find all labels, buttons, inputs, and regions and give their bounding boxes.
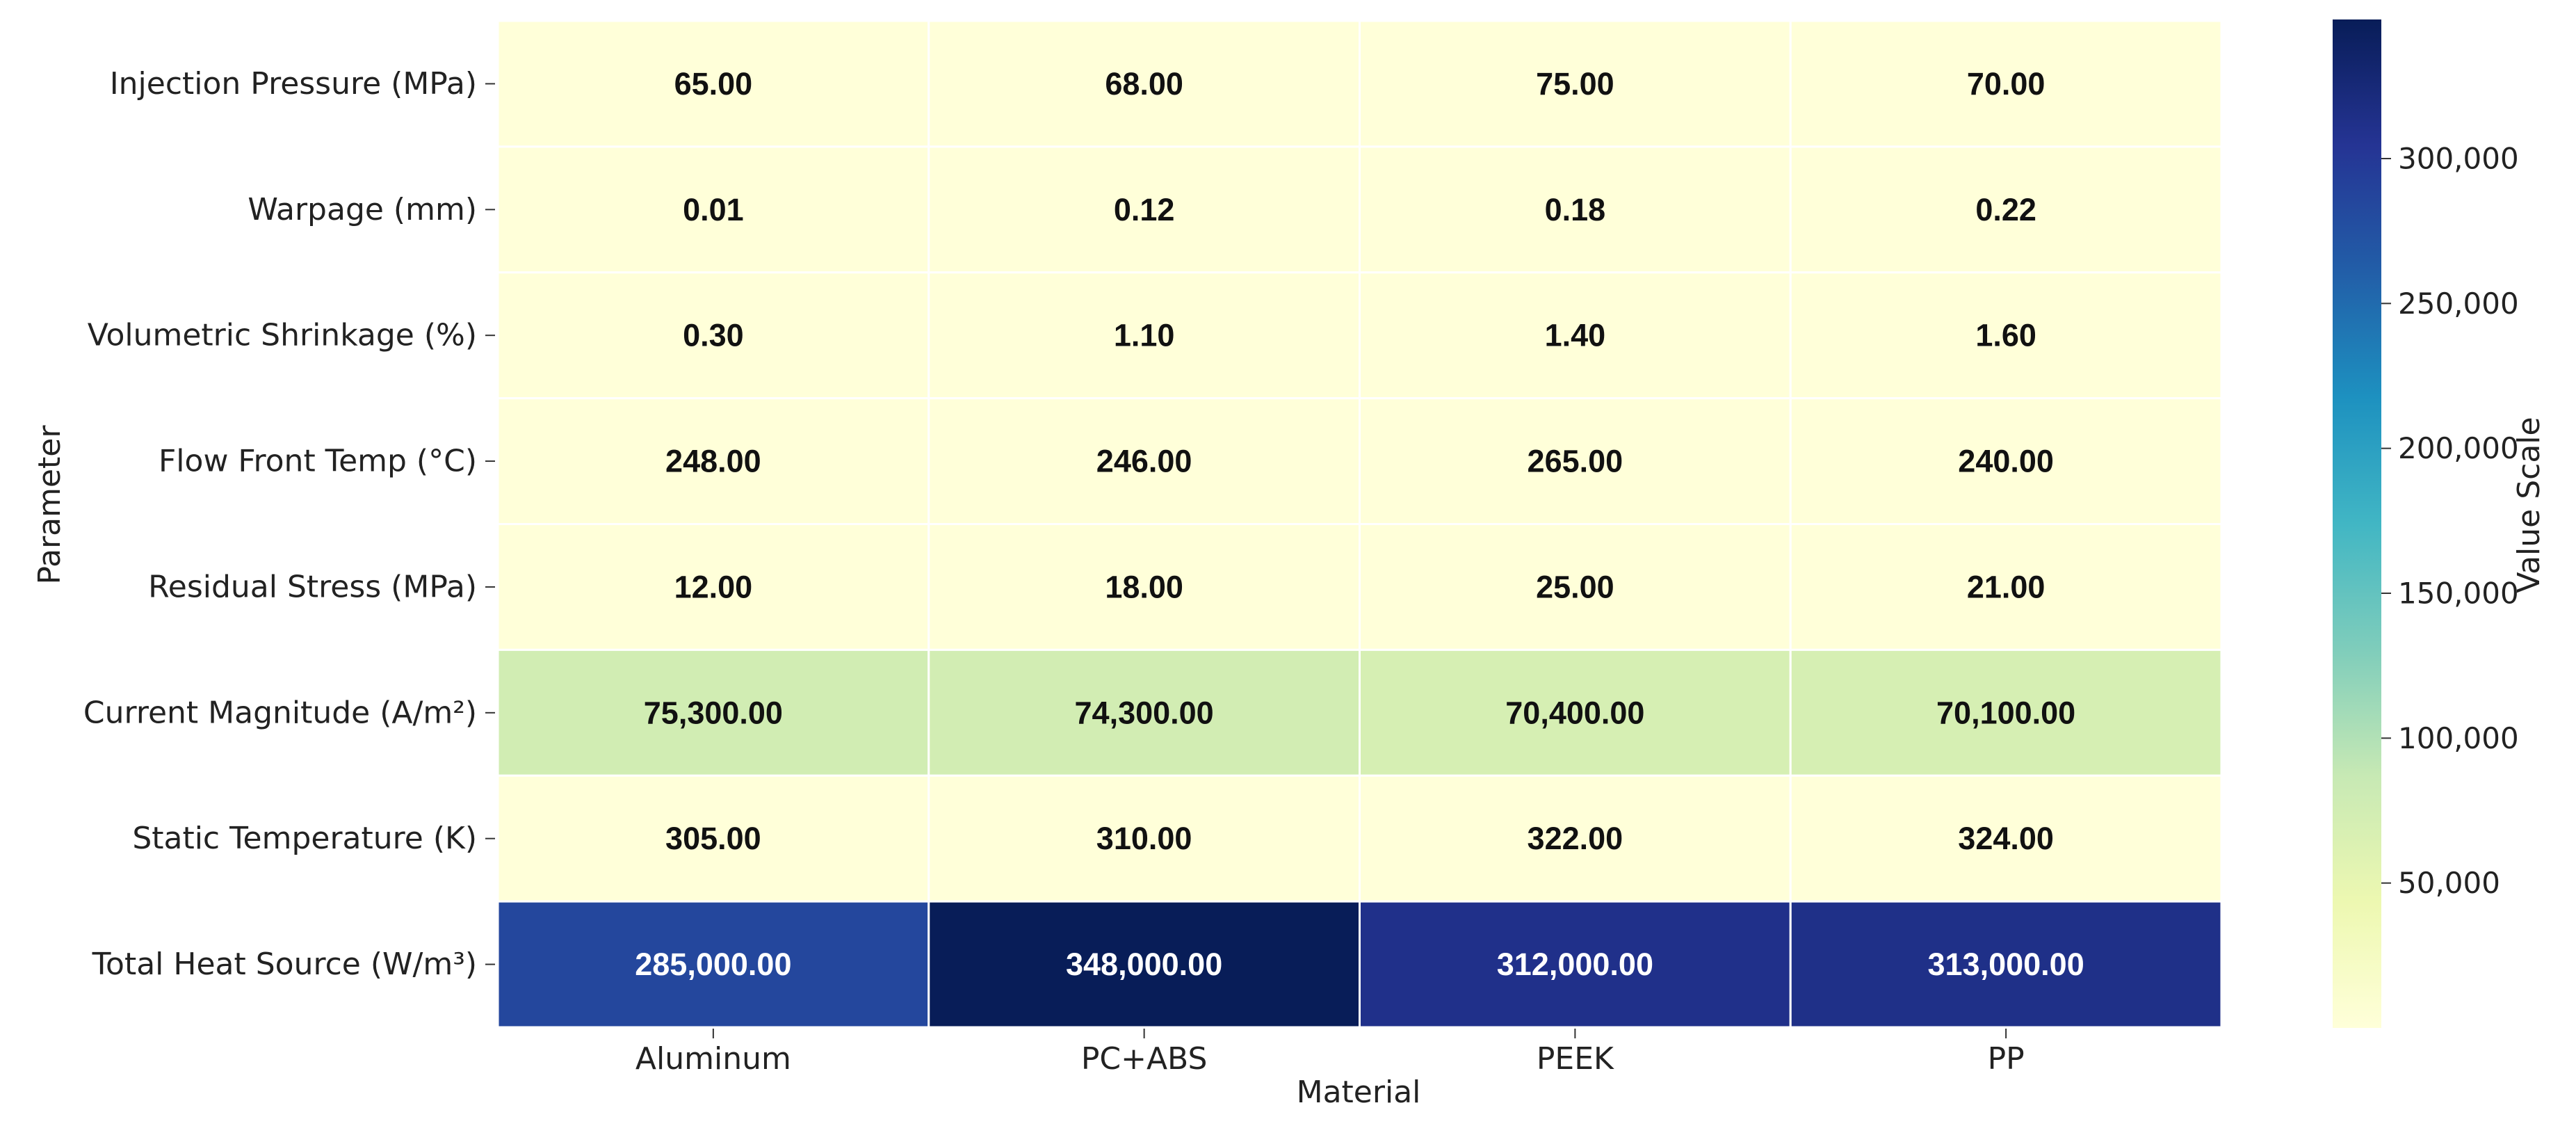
cell-annotation: 1.10 xyxy=(1114,318,1175,353)
y-tick-label: Warpage (mm) xyxy=(248,192,477,227)
heatmap-cell xyxy=(927,397,1361,525)
cell-annotation: 68.00 xyxy=(1105,66,1183,102)
cell-annotation: 1.60 xyxy=(1975,318,2036,353)
heatmap-cell xyxy=(1789,397,2223,525)
heatmap-cell xyxy=(1789,900,2223,1029)
colorbar-gradient xyxy=(2333,19,2381,1028)
cell-annotation: 1.40 xyxy=(1545,318,1606,353)
y-tick-label: Static Temperature (K) xyxy=(132,821,477,856)
cell-annotation: 0.30 xyxy=(683,318,744,353)
heatmap-cell xyxy=(927,648,1361,777)
cell-annotation: 70,400.00 xyxy=(1505,695,1644,730)
colorbar: 50,000 100,000 150,000 200,000 250,000 300,00… xyxy=(2333,19,2519,1028)
heatmap-cell xyxy=(496,900,930,1029)
heatmap-cells xyxy=(496,19,2223,1029)
colorbar-tick-label: 200,000 xyxy=(2398,431,2519,465)
cell-annotation: 310.00 xyxy=(1096,821,1192,856)
heatmap-cell xyxy=(1789,774,2223,903)
cell-annotation: 312,000.00 xyxy=(1497,947,1653,982)
heatmap-cell xyxy=(927,19,1361,148)
heatmap-annotations: 65.00 68.00 75.00 70.00 0.01 0.12 0.18 0.22 0.30… xyxy=(635,66,2084,982)
heatmap-cell xyxy=(1359,774,1792,903)
colorbar-label: Value Scale xyxy=(2511,417,2547,593)
x-axis-label: Material xyxy=(1297,1075,1421,1110)
heatmap-cell xyxy=(927,145,1361,274)
heatmap-cell xyxy=(927,271,1361,400)
cell-annotation: 12.00 xyxy=(674,569,753,604)
heatmap-cell xyxy=(1789,145,2223,274)
cell-annotation: 70.00 xyxy=(1967,66,2046,102)
heatmap-cell xyxy=(496,523,930,651)
heatmap-cell xyxy=(1359,648,1792,777)
y-axis-label: Parameter xyxy=(32,425,67,585)
cell-annotation: 324.00 xyxy=(1958,821,2054,856)
colorbar-tick-label: 300,000 xyxy=(2398,142,2519,176)
cell-annotation: 313,000.00 xyxy=(1928,947,2084,982)
heatmap-cell xyxy=(1359,523,1792,651)
cell-annotation: 75.00 xyxy=(1536,66,1614,102)
cell-annotation: 246.00 xyxy=(1096,444,1192,479)
cell-annotation: 0.01 xyxy=(683,192,744,227)
colorbar-tick-label: 150,000 xyxy=(2398,577,2519,611)
cell-annotation: 0.18 xyxy=(1545,192,1606,227)
y-tick-label: Total Heat Source (W/m³) xyxy=(92,947,477,982)
y-tick-label: Volumetric Shrinkage (%) xyxy=(88,318,477,353)
cell-annotation: 0.22 xyxy=(1975,192,2036,227)
cell-annotation: 0.12 xyxy=(1114,192,1175,227)
cell-annotation: 265.00 xyxy=(1528,444,1623,479)
colorbar-tick-label: 100,000 xyxy=(2398,721,2519,755)
x-tick-label: PEEK xyxy=(1537,1041,1614,1077)
heatmap-cell xyxy=(1789,648,2223,777)
cell-annotation: 348,000.00 xyxy=(1066,947,1222,982)
cell-annotation: 240.00 xyxy=(1958,444,2054,479)
heatmap-cell xyxy=(927,523,1361,651)
cell-annotation: 65.00 xyxy=(674,66,753,102)
heatmap-cell xyxy=(496,145,930,274)
heatmap-cell xyxy=(496,774,930,903)
cell-annotation: 305.00 xyxy=(665,821,761,856)
y-tick-label: Injection Pressure (MPa) xyxy=(110,66,477,102)
y-tick-label: Residual Stress (MPa) xyxy=(148,569,477,604)
cell-annotation: 74,300.00 xyxy=(1075,695,1214,730)
x-axis: Aluminum PC+ABS PEEK PP xyxy=(635,1029,2025,1077)
cell-annotation: 322.00 xyxy=(1528,821,1623,856)
x-tick-label: Aluminum xyxy=(635,1041,791,1077)
x-tick-label: PC+ABS xyxy=(1081,1041,1208,1077)
colorbar-tick-label: 50,000 xyxy=(2398,866,2500,900)
cell-annotation: 25.00 xyxy=(1536,569,1614,604)
heatmap-cell xyxy=(496,397,930,525)
cell-annotation: 248.00 xyxy=(665,444,761,479)
cell-annotation: 21.00 xyxy=(1967,569,2046,604)
heatmap-cell xyxy=(1359,900,1792,1029)
cell-annotation: 75,300.00 xyxy=(644,695,783,730)
heatmap-cell xyxy=(1789,523,2223,651)
heatmap-cell xyxy=(1359,397,1792,525)
y-tick-label: Flow Front Temp (°C) xyxy=(159,444,477,479)
heatmap-cell xyxy=(496,19,930,148)
y-tick-label: Current Magnitude (A/m²) xyxy=(83,695,477,730)
x-tick-label: PP xyxy=(1988,1041,2025,1077)
heatmap-cell xyxy=(1359,19,1792,148)
heatmap-cell xyxy=(1789,19,2223,148)
heatmap-cell xyxy=(496,648,930,777)
y-axis: Injection Pressure (MPa) Warpage (mm) Volu… xyxy=(83,66,495,982)
heatmap-cell xyxy=(1789,271,2223,400)
cell-annotation: 285,000.00 xyxy=(635,947,791,982)
cell-annotation: 70,100.00 xyxy=(1936,695,2075,730)
cell-annotation: 18.00 xyxy=(1105,569,1183,604)
colorbar-tick-label: 250,000 xyxy=(2398,287,2519,321)
